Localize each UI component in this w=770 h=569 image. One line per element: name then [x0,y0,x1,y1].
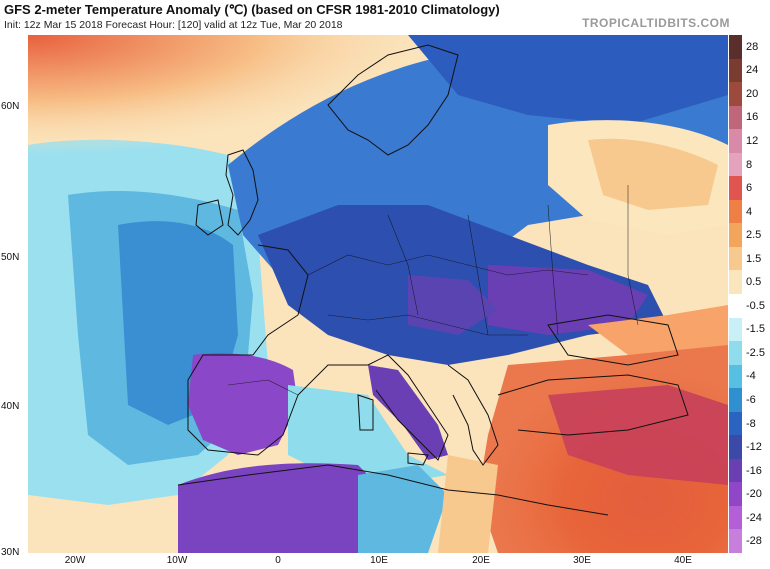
colorbar-label: 1.5 [746,252,762,265]
north-africa-cool [358,465,448,553]
coastlines [177,44,689,516]
iberia-very-cold [188,353,298,455]
lon-label-0: 0 [275,555,281,566]
anomaly-map [28,35,728,553]
colorbar-swatch [729,246,742,271]
lon-label-10w: 10W [166,555,188,566]
colorbar-swatch [729,223,742,248]
map-canvas [28,35,728,553]
lat-label-60n: 60N [1,101,20,112]
colorbar-label: -2.5 [746,346,765,359]
lon-label-40e: 40E [674,555,692,566]
colorbar-swatch [729,129,742,154]
colorbar-label: -16 [746,464,762,477]
colorbar-label: 24 [746,64,759,77]
colorbar-swatch [729,35,742,60]
lon-label-30e: 30E [573,555,591,566]
colorbar [729,35,742,554]
colorbar-label: -0.5 [746,299,765,312]
colorbar-swatch [729,411,742,436]
lat-label-40n: 40N [1,401,20,412]
colorbar-swatch [729,341,742,366]
russia-warm-patch [588,138,718,210]
alps-very-cold [408,275,498,335]
colorbar-label: -24 [746,511,762,524]
colorbar-swatch [729,105,742,130]
colorbar-swatch [729,505,742,530]
colorbar-swatch [729,82,742,107]
colorbar-swatch [729,364,742,389]
colorbar-label: 6 [746,182,753,195]
libya-mild [438,455,498,553]
colorbar-label: 4 [746,205,753,218]
colorbar-label: -4 [746,370,756,383]
colorbar-label: -1.5 [746,323,765,336]
colorbar-label: 12 [746,134,759,147]
colorbar-label: 16 [746,111,759,124]
colorbar-swatch [729,58,742,83]
colorbar-label: 28 [746,40,759,53]
colorbar-swatch [729,529,742,554]
lat-label-30n: 30N [1,547,20,558]
colorbar-label: -20 [746,488,762,501]
scandinavia-cold [408,35,728,125]
lat-label-50n: 50N [1,252,20,263]
black-sea-warm [588,305,728,355]
colorbar-label: 8 [746,158,753,171]
colorbar-label: -12 [746,441,762,454]
north-africa-very-cold [178,463,388,553]
colorbar-label: -8 [746,417,756,430]
lon-label-10e: 10E [370,555,388,566]
colorbar-swatch [729,199,742,224]
map-title: GFS 2-meter Temperature Anomaly (℃) (bas… [4,2,500,17]
colorbar-swatch [729,458,742,483]
anatolia-hot [548,385,728,485]
colorbar-label: -6 [746,393,756,406]
country-borders [227,185,639,396]
colorbar-label: 2.5 [746,229,762,242]
colorbar-swatch [729,152,742,177]
colorbar-swatch [729,294,742,319]
italy-cold [368,365,448,460]
balkans-very-cold [488,265,648,335]
colorbar-swatch [729,317,742,342]
colorbar-swatch [729,270,742,295]
map-subtitle: Init: 12z Mar 15 2018 Forecast Hour: [12… [4,19,343,31]
brand-logo-text: TROPICALTIDBITS.COM [582,16,730,30]
colorbar-label: -28 [746,535,762,548]
colorbar-label: 0.5 [746,276,762,289]
lon-label-20e: 20E [472,555,490,566]
colorbar-label: 20 [746,87,759,100]
colorbar-swatch [729,176,742,201]
colorbar-swatch [729,482,742,507]
colorbar-swatch [729,435,742,460]
lon-label-20w: 20W [64,555,86,566]
colorbar-swatch [729,388,742,413]
